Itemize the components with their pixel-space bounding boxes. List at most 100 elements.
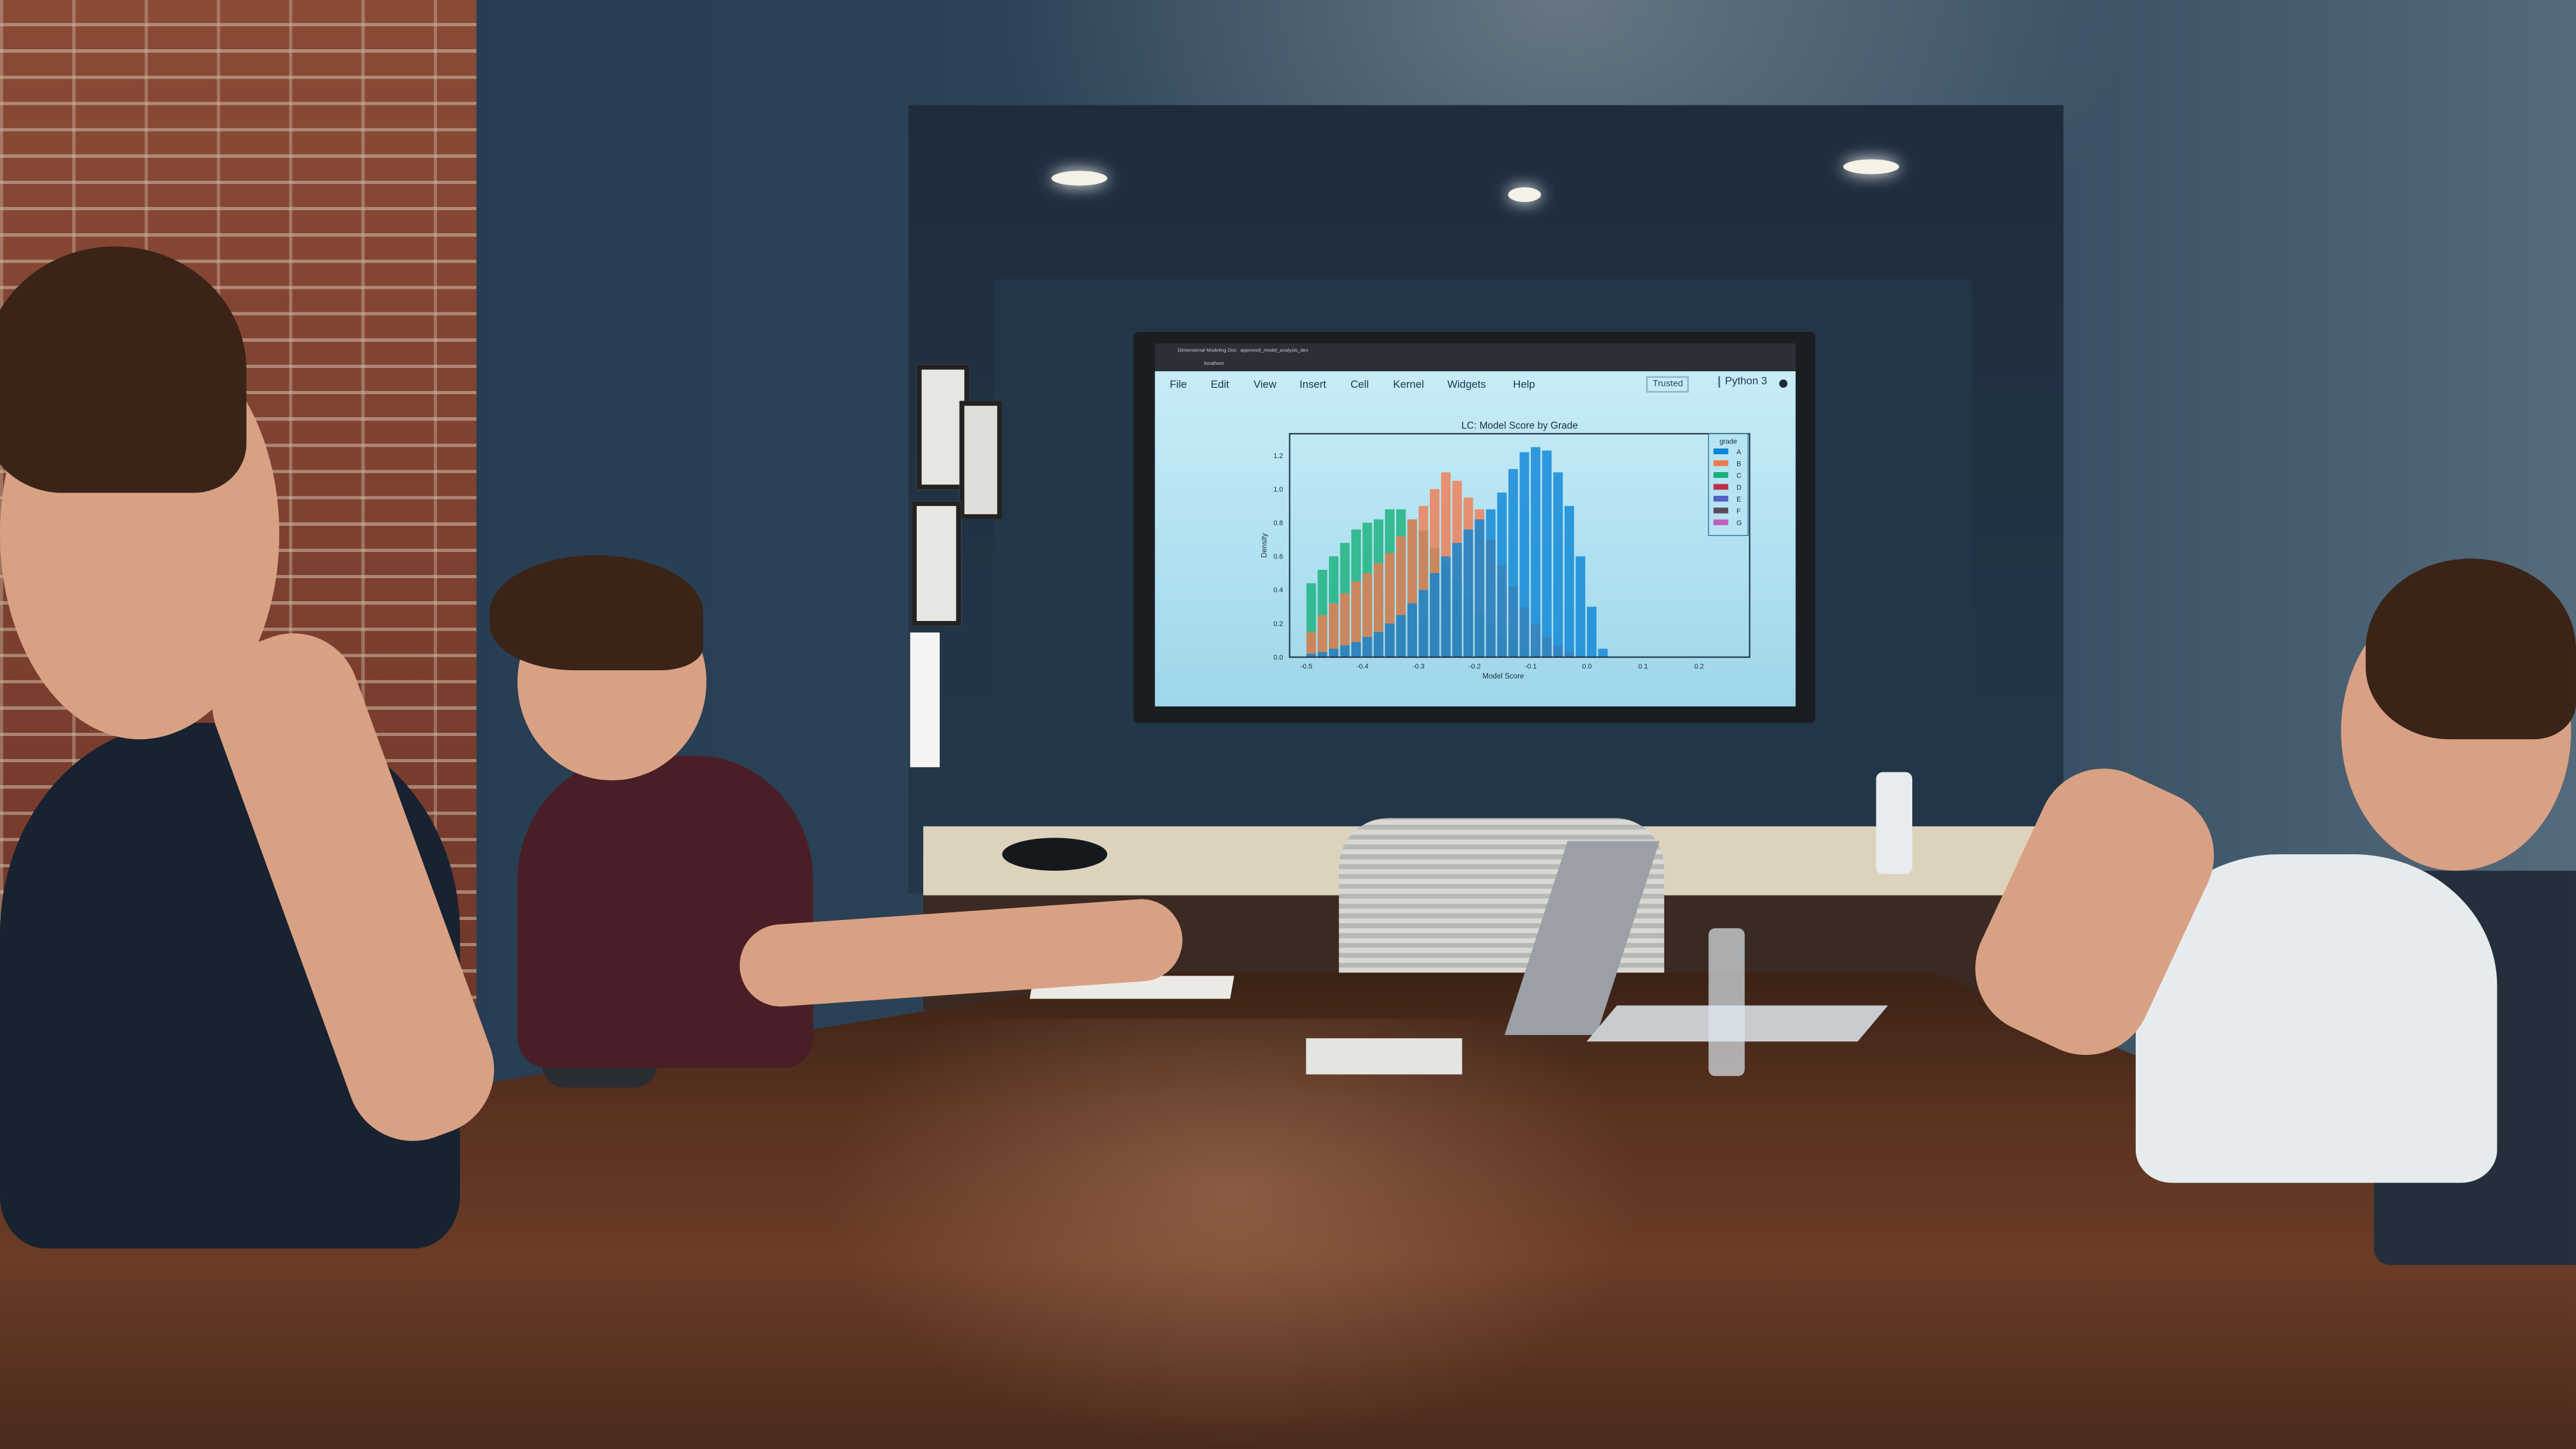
kernel-status-icon — [1779, 379, 1788, 388]
bar-grade-A — [1317, 652, 1328, 657]
sanitizer-bottle — [1708, 928, 1745, 1077]
y-tick-label: 0.6 — [1273, 553, 1283, 561]
kernel-name: Python 3 — [1718, 376, 1767, 388]
legend-swatch-B — [1713, 460, 1729, 466]
trusted-badge[interactable]: Trusted — [1646, 376, 1690, 393]
legend-label-D: D — [1736, 484, 1742, 492]
browser-tab[interactable]: Dimensional Modeling Doc — [1177, 346, 1237, 353]
legend-title: grade — [1719, 438, 1737, 445]
bar-grade-A — [1418, 590, 1429, 657]
legend-label-B: B — [1736, 461, 1741, 468]
table-power-outlet — [1306, 1038, 1462, 1075]
person-middle-hair — [489, 555, 703, 671]
browser-toolbar: Dimensional Modeling Doc approved_model_… — [1154, 343, 1796, 372]
menu-kernel[interactable]: Kernel — [1393, 379, 1424, 391]
menu-cell[interactable]: Cell — [1350, 379, 1369, 391]
legend-swatch-C — [1713, 472, 1729, 479]
menu-insert[interactable]: Insert — [1299, 379, 1326, 391]
bar-grade-A — [1340, 645, 1350, 657]
x-tick-label: -0.5 — [1301, 663, 1313, 671]
legend-swatch-E — [1713, 496, 1729, 502]
bar-grade-A — [1396, 615, 1406, 657]
menu-widgets[interactable]: Widgets — [1447, 379, 1486, 391]
bar-grade-B — [1362, 573, 1372, 657]
bar-grade-A — [1497, 492, 1507, 657]
legend-swatch-D — [1713, 484, 1729, 490]
x-tick-label: -0.4 — [1356, 663, 1368, 671]
y-tick-label: 0.0 — [1273, 654, 1283, 661]
bar-grade-A — [1407, 603, 1417, 657]
bar-grade-A — [1441, 556, 1451, 657]
bar-grade-B — [1340, 593, 1350, 657]
bar-grade-A — [1384, 623, 1395, 657]
bar-grade-B — [1306, 632, 1316, 657]
legend-label-A: A — [1736, 448, 1742, 456]
conference-phone — [1002, 838, 1108, 871]
bar-grade-A — [1586, 606, 1597, 657]
bar-grade-A — [1362, 637, 1372, 657]
bar-grade-A — [1508, 469, 1518, 657]
x-tick-label: 0.1 — [1638, 663, 1648, 671]
x-tick-label: 0.0 — [1582, 663, 1591, 671]
bar-grade-B — [1317, 615, 1328, 657]
y-tick-label: 0.8 — [1273, 519, 1283, 527]
y-tick-label: 0.4 — [1273, 586, 1283, 594]
bar-grade-A — [1485, 509, 1496, 657]
person-middle-shirt — [517, 755, 813, 1068]
wall-notice — [910, 632, 940, 767]
x-axis-label: Model Score — [1482, 673, 1524, 680]
menu-edit[interactable]: Edit — [1211, 379, 1229, 391]
bar-grade-A — [1564, 505, 1574, 657]
person-right-shirt — [2135, 854, 2497, 1183]
bar-grade-A — [1575, 556, 1586, 657]
person-left-hair — [0, 246, 247, 493]
y-tick-label: 1.2 — [1273, 452, 1283, 460]
bar-grade-B — [1351, 581, 1361, 657]
legend-label-G: G — [1736, 519, 1742, 527]
y-axis-label: Density — [1261, 533, 1269, 558]
bar-grade-A — [1531, 447, 1541, 657]
bar-grade-A — [1374, 632, 1384, 657]
browser-tab[interactable]: approved_model_analysis_dev — [1240, 346, 1308, 353]
x-tick-label: -0.2 — [1469, 663, 1481, 671]
legend-swatch-G — [1713, 519, 1729, 526]
menu-view[interactable]: View — [1253, 379, 1276, 391]
person-right-hair — [2365, 558, 2576, 740]
wall-frame — [959, 401, 1002, 519]
legend-swatch-A — [1713, 448, 1729, 454]
ceiling-light — [1051, 171, 1108, 186]
bar-grade-A — [1452, 542, 1462, 657]
plot-frame — [1289, 433, 1751, 658]
bar-grade-A — [1463, 529, 1473, 657]
wall-frame — [912, 501, 962, 626]
legend-label-E: E — [1736, 496, 1741, 503]
bar-grade-A — [1306, 654, 1316, 657]
x-tick-label: -0.1 — [1525, 663, 1537, 671]
menu-help[interactable]: Help — [1513, 379, 1535, 391]
legend-label-C: C — [1736, 472, 1742, 480]
y-tick-label: 1.0 — [1273, 486, 1283, 493]
y-tick-label: 0.2 — [1273, 620, 1283, 628]
bar-grade-A — [1598, 648, 1608, 657]
x-tick-label: 0.2 — [1694, 663, 1704, 671]
legend-label-F: F — [1736, 508, 1741, 516]
ceiling-light — [1508, 187, 1541, 203]
chart-title: LC: Model Score by Grade — [1461, 420, 1577, 431]
bar-grade-A — [1351, 641, 1361, 657]
x-tick-label: -0.3 — [1413, 663, 1425, 671]
bar-grade-A — [1519, 452, 1529, 657]
menu-file[interactable]: File — [1169, 379, 1187, 391]
spray-bottle — [1876, 772, 1913, 874]
bar-grade-A — [1542, 450, 1552, 657]
legend-swatch-F — [1713, 507, 1729, 514]
bar-grade-B — [1329, 603, 1338, 657]
table-reflection — [821, 1018, 1643, 1449]
bar-grade-A — [1329, 648, 1338, 657]
bar-grade-A — [1430, 573, 1439, 657]
address-bar[interactable]: localhost — [1204, 360, 1224, 367]
ceiling-light — [1843, 159, 1899, 174]
bar-grade-A — [1475, 519, 1485, 657]
bar-grade-A — [1553, 472, 1563, 657]
